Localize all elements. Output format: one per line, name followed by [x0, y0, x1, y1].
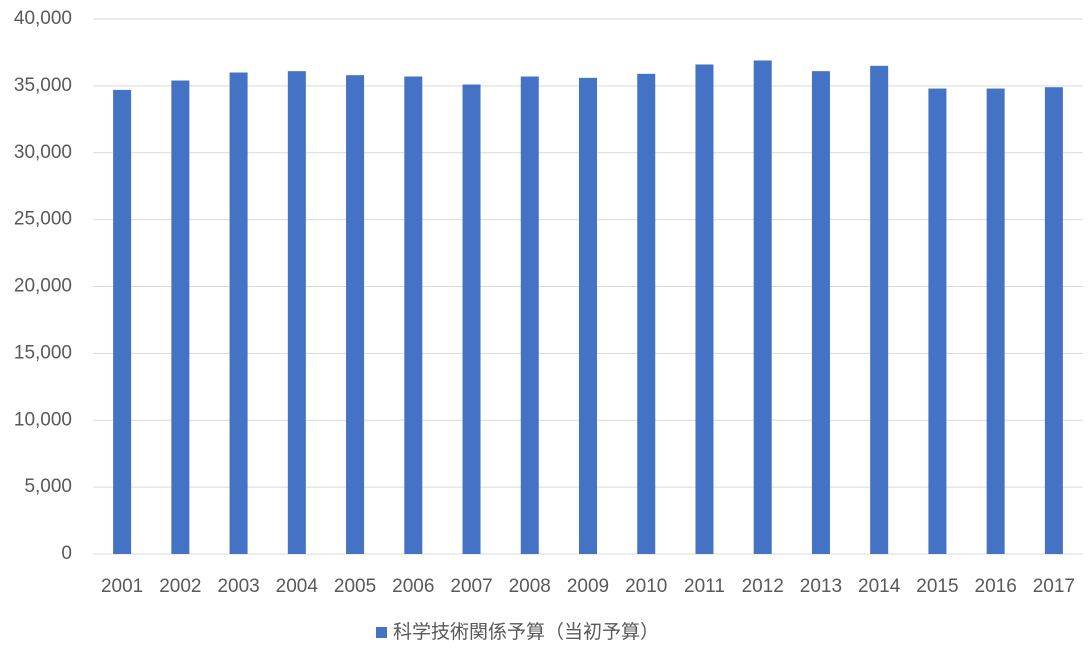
- y-tick-label: 20,000: [14, 276, 72, 297]
- bar: [811, 71, 830, 554]
- x-tick-label: 2016: [975, 576, 1017, 597]
- x-tick-label: 2009: [567, 576, 609, 597]
- bar: [695, 64, 714, 554]
- legend-label: 科学技術関係予算（当初予算）: [393, 621, 659, 643]
- x-tick-label: 2010: [625, 576, 667, 597]
- y-tick-label: 40,000: [14, 8, 72, 29]
- y-tick-label: 0: [61, 543, 72, 564]
- y-tick-label: 30,000: [14, 142, 72, 163]
- bar: [928, 88, 947, 555]
- x-tick-label: 2007: [450, 576, 492, 597]
- y-tick-label: 25,000: [14, 209, 72, 230]
- bar: [1044, 87, 1063, 555]
- bar: [520, 76, 539, 554]
- bar: [753, 60, 772, 555]
- bar: [229, 72, 248, 554]
- x-tick-label: 2004: [276, 576, 319, 597]
- y-tick-label: 10,000: [14, 409, 72, 430]
- bar: [986, 88, 1005, 555]
- x-tick-label: 2005: [334, 576, 376, 597]
- x-tick-label: 2012: [742, 576, 784, 597]
- y-tick-label: 35,000: [14, 75, 72, 96]
- x-tick-label: 2002: [159, 576, 201, 597]
- bar: [287, 71, 306, 554]
- x-tick-label: 2006: [392, 576, 434, 597]
- x-tick-label: 2011: [684, 576, 725, 597]
- bar: [113, 89, 132, 554]
- x-tick-label: 2001: [101, 576, 143, 597]
- y-tick-label: 5,000: [24, 476, 72, 497]
- bar: [462, 84, 481, 554]
- bar: [870, 65, 889, 554]
- x-tick-label: 2017: [1033, 576, 1075, 597]
- bar: [171, 80, 190, 555]
- x-tick-label: 2013: [800, 576, 842, 597]
- legend-swatch: [376, 627, 387, 638]
- bar: [404, 76, 423, 554]
- x-tick-label: 2008: [509, 576, 551, 597]
- bar: [637, 73, 656, 555]
- x-tick-label: 2003: [217, 576, 259, 597]
- bar: [346, 75, 365, 555]
- x-tick-label: 2015: [916, 576, 958, 597]
- y-tick-label: 15,000: [14, 342, 72, 363]
- x-tick-label: 2014: [858, 576, 901, 597]
- bar: [579, 77, 597, 554]
